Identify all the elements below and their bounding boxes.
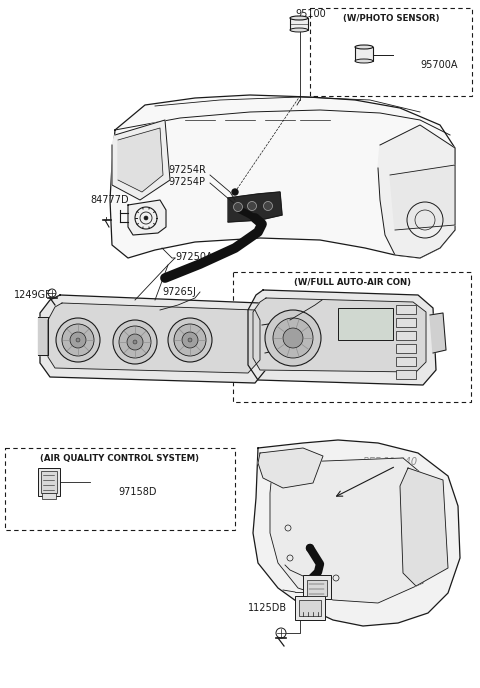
Polygon shape [430,313,446,353]
Polygon shape [128,200,166,235]
Bar [396,357,416,366]
Circle shape [248,202,256,211]
Bar [5,448,235,530]
Circle shape [144,216,148,220]
Ellipse shape [290,28,308,32]
Text: (AIR QUALITY CONTROL SYSTEM): (AIR QUALITY CONTROL SYSTEM) [40,453,200,462]
Circle shape [307,544,313,552]
Circle shape [232,189,238,195]
Polygon shape [38,317,48,355]
Bar [41,471,57,493]
Polygon shape [253,440,460,626]
Bar [299,600,321,616]
Circle shape [113,320,157,364]
Text: 97254P: 97254P [168,177,205,187]
Circle shape [188,338,192,342]
Text: (W/PHOTO SENSOR): (W/PHOTO SENSOR) [343,14,439,23]
Circle shape [182,332,198,348]
Text: 97265J: 97265J [162,287,196,297]
Circle shape [283,328,303,348]
Text: REF.60-640: REF.60-640 [363,457,418,467]
Text: 97250A: 97250A [175,252,213,262]
Ellipse shape [355,45,373,49]
Bar [338,308,393,340]
Circle shape [62,324,94,356]
Polygon shape [390,165,455,230]
Circle shape [56,318,100,362]
Bar [307,580,327,596]
Circle shape [127,334,143,350]
Bar [396,318,416,327]
Circle shape [273,318,313,358]
Text: 97254R: 97254R [168,165,206,175]
Text: 84777D: 84777D [90,195,129,205]
Bar [295,596,325,620]
Circle shape [168,318,212,362]
Bar [38,468,60,496]
Bar [396,305,416,314]
Polygon shape [40,295,268,383]
Text: 95700A: 95700A [420,60,457,70]
Polygon shape [48,303,260,373]
Text: 97158D: 97158D [118,487,156,497]
Circle shape [264,202,273,211]
Polygon shape [378,125,455,258]
Bar [355,47,373,61]
Bar [290,18,308,30]
Polygon shape [262,323,278,353]
Circle shape [119,326,151,358]
Polygon shape [118,128,163,192]
Ellipse shape [290,16,308,20]
Circle shape [174,324,206,356]
Text: 95100: 95100 [295,9,326,19]
Ellipse shape [355,59,373,63]
Text: 1125DB: 1125DB [248,603,287,613]
Circle shape [265,310,321,366]
Polygon shape [400,468,448,586]
Circle shape [76,338,80,342]
Bar [303,575,331,599]
Bar [396,370,416,379]
Bar [396,331,416,340]
Polygon shape [112,120,170,200]
Text: 97250A: 97250A [322,295,360,305]
Polygon shape [253,298,426,372]
Bar [310,8,472,96]
Bar [396,344,416,353]
Polygon shape [248,290,436,385]
Polygon shape [270,458,438,603]
Text: (W/FULL AUTO-AIR CON): (W/FULL AUTO-AIR CON) [293,277,410,286]
Polygon shape [110,95,455,258]
Bar [233,272,471,402]
Text: 97158: 97158 [282,560,313,570]
Polygon shape [258,448,323,488]
Circle shape [133,340,137,344]
Circle shape [233,202,242,211]
Polygon shape [228,192,282,222]
Circle shape [70,332,86,348]
Bar [42,493,56,499]
Text: 1249GF: 1249GF [14,290,52,300]
